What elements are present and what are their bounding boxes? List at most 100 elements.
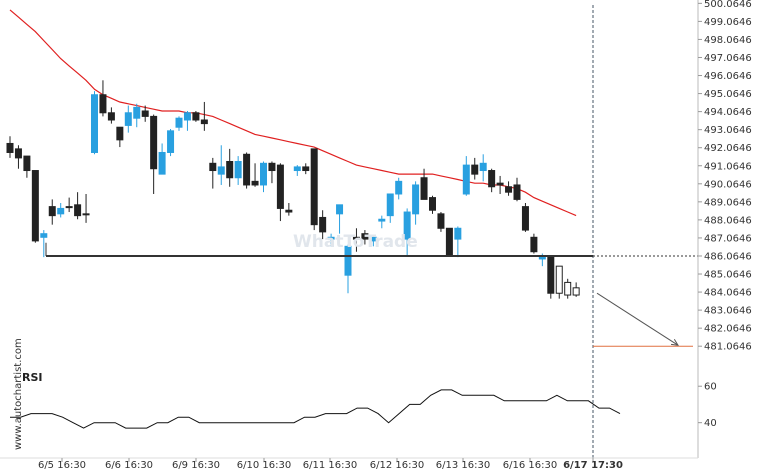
- candle-body: [555, 265, 563, 294]
- price-tick-label: 492.0646: [704, 143, 752, 154]
- text-layer: WhatToTrade www.autochartist.com RSI: [13, 232, 418, 450]
- price-tick-label: 499.0646: [704, 17, 752, 28]
- time-tick-label: 6/12 16:30: [370, 460, 424, 471]
- candle-body: [454, 227, 462, 240]
- candle-body: [6, 142, 14, 153]
- candle-body: [167, 130, 175, 153]
- candle-body: [488, 170, 496, 188]
- price-tick-label: 484.0646: [704, 288, 752, 299]
- candle-body: [14, 148, 22, 159]
- candle-body: [158, 151, 166, 175]
- price-tick-label: 482.0646: [704, 324, 752, 335]
- candle-body: [183, 112, 191, 121]
- candle-body: [200, 119, 208, 125]
- candle-layer: [6, 80, 580, 299]
- candle-body: [217, 166, 225, 175]
- candle-body: [395, 180, 403, 195]
- time-tick-label: 6/9 16:30: [172, 460, 220, 471]
- level-layer: [45, 5, 698, 458]
- time-tick-label: 6/13 16:30: [436, 460, 490, 471]
- candle-body: [276, 164, 284, 209]
- watermark-text: WhatToTrade: [293, 232, 418, 252]
- price-tick-label: 496.0646: [704, 71, 752, 82]
- rsi-label: RSI: [22, 371, 43, 384]
- candle-body: [124, 112, 132, 126]
- candle-body: [378, 218, 386, 222]
- projection-arrow-line: [596, 292, 679, 346]
- candle-body: [133, 106, 141, 119]
- candle-body: [420, 177, 428, 200]
- time-tick-label: 6/11 16:30: [303, 460, 357, 471]
- price-tick-label: 494.0646: [704, 107, 752, 118]
- candle-body: [141, 110, 149, 117]
- candle-body: [361, 233, 369, 240]
- candle-body: [369, 236, 377, 242]
- brand-text: www.autochartist.com: [13, 338, 24, 450]
- candle-body: [521, 206, 529, 231]
- candle-body: [192, 112, 200, 121]
- price-tick-label: 489.0646: [704, 197, 752, 208]
- candle-body: [243, 153, 251, 186]
- price-tick-label: 493.0646: [704, 125, 752, 136]
- candle-body: [82, 213, 90, 216]
- projection-arrow-head: [670, 338, 679, 346]
- candle-body: [310, 148, 318, 226]
- price-tick-label: 488.0646: [704, 215, 752, 226]
- candle-body: [293, 166, 301, 172]
- candle-body: [327, 236, 335, 240]
- candle-body: [403, 211, 411, 240]
- price-tick-label: 491.0646: [704, 161, 752, 172]
- candle-body: [319, 216, 327, 233]
- candle-body: [538, 256, 546, 260]
- candle-body: [302, 166, 310, 172]
- candle-body: [65, 206, 73, 209]
- candle-body: [547, 256, 555, 294]
- candle-body: [479, 162, 487, 172]
- candle-body: [344, 245, 352, 276]
- candle-body: [234, 161, 242, 179]
- price-tick-label: 498.0646: [704, 35, 752, 46]
- candle-body: [175, 117, 183, 128]
- candle-body: [412, 184, 420, 215]
- candle-body: [260, 162, 267, 186]
- candle-body: [564, 281, 572, 296]
- candle-body: [268, 162, 276, 172]
- candle-body: [91, 94, 98, 153]
- time-tick-label: 6/16 16:30: [503, 460, 557, 471]
- price-tick-label: 497.0646: [704, 53, 752, 64]
- candle-body: [336, 204, 344, 215]
- candle-body: [429, 197, 436, 211]
- candle-body: [496, 182, 504, 186]
- candle-body: [150, 115, 158, 170]
- candle-body: [462, 164, 470, 195]
- candle-body: [445, 227, 453, 256]
- price-tick-label: 490.0646: [704, 179, 752, 190]
- price-tick-label: 500.0646: [704, 0, 752, 10]
- price-tick-label: 483.0646: [704, 306, 752, 317]
- candle-body: [99, 94, 107, 114]
- candle-body: [437, 213, 445, 229]
- candle-body: [251, 180, 259, 186]
- time-tick-label: 6/5 16:30: [38, 460, 86, 471]
- price-tick-label: 487.0646: [704, 233, 752, 244]
- candle-body: [386, 193, 394, 217]
- candle-body: [471, 164, 479, 175]
- candle-body: [107, 112, 115, 121]
- price-tick-label: 481.0646: [704, 342, 752, 353]
- rsi-layer: [10, 389, 621, 429]
- time-tick-label: 6/6 16:30: [105, 460, 153, 471]
- rsi-tick-label: 60: [704, 382, 717, 393]
- candle-body: [505, 186, 513, 193]
- candle-body: [57, 207, 65, 215]
- candle-body: [116, 126, 124, 141]
- candle-body: [226, 161, 234, 179]
- candle-body: [40, 233, 48, 238]
- candle-body: [74, 204, 82, 217]
- candle-body: [23, 155, 31, 172]
- time-tick-label: 6/10 16:30: [237, 460, 291, 471]
- price-tick-label: 485.0646: [704, 270, 752, 281]
- candle-body: [530, 236, 538, 253]
